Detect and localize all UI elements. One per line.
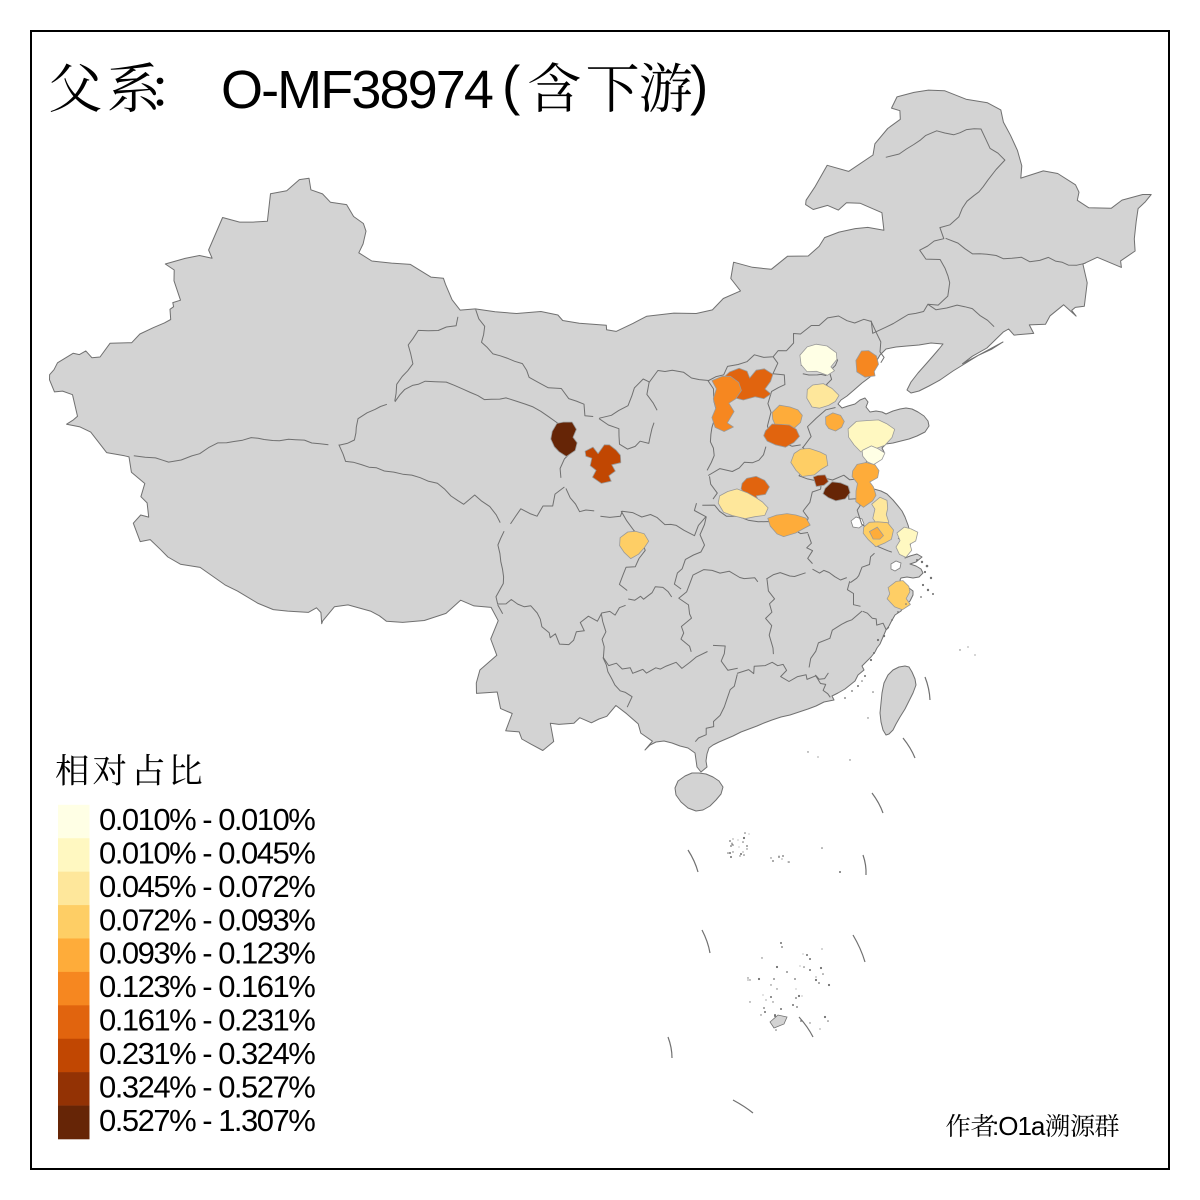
svg-text:0.231% - 0.324%: 0.231% - 0.324% xyxy=(99,1036,315,1071)
svg-text:0.045% - 0.072%: 0.045% - 0.072% xyxy=(99,869,315,904)
svg-text:(: ( xyxy=(502,54,520,116)
svg-text:0.324% - 0.527%: 0.324% - 0.527% xyxy=(99,1069,315,1104)
svg-text:O-MF38974: O-MF38974 xyxy=(221,60,493,120)
svg-text:0.161% - 0.231%: 0.161% - 0.231% xyxy=(99,1003,315,1038)
svg-text:): ) xyxy=(690,54,708,116)
svg-text:0.123% - 0.161%: 0.123% - 0.161% xyxy=(99,969,315,1004)
svg-text:0.010% - 0.010%: 0.010% - 0.010% xyxy=(99,802,315,837)
svg-text:0.093% - 0.123%: 0.093% - 0.123% xyxy=(99,936,315,971)
svg-text::O1a: :O1a xyxy=(992,1111,1046,1141)
svg-text:0.072% - 0.093%: 0.072% - 0.093% xyxy=(99,902,315,937)
svg-text:0.010% - 0.045%: 0.010% - 0.045% xyxy=(99,835,315,870)
svg-text:0.527% - 1.307%: 0.527% - 1.307% xyxy=(99,1103,315,1138)
